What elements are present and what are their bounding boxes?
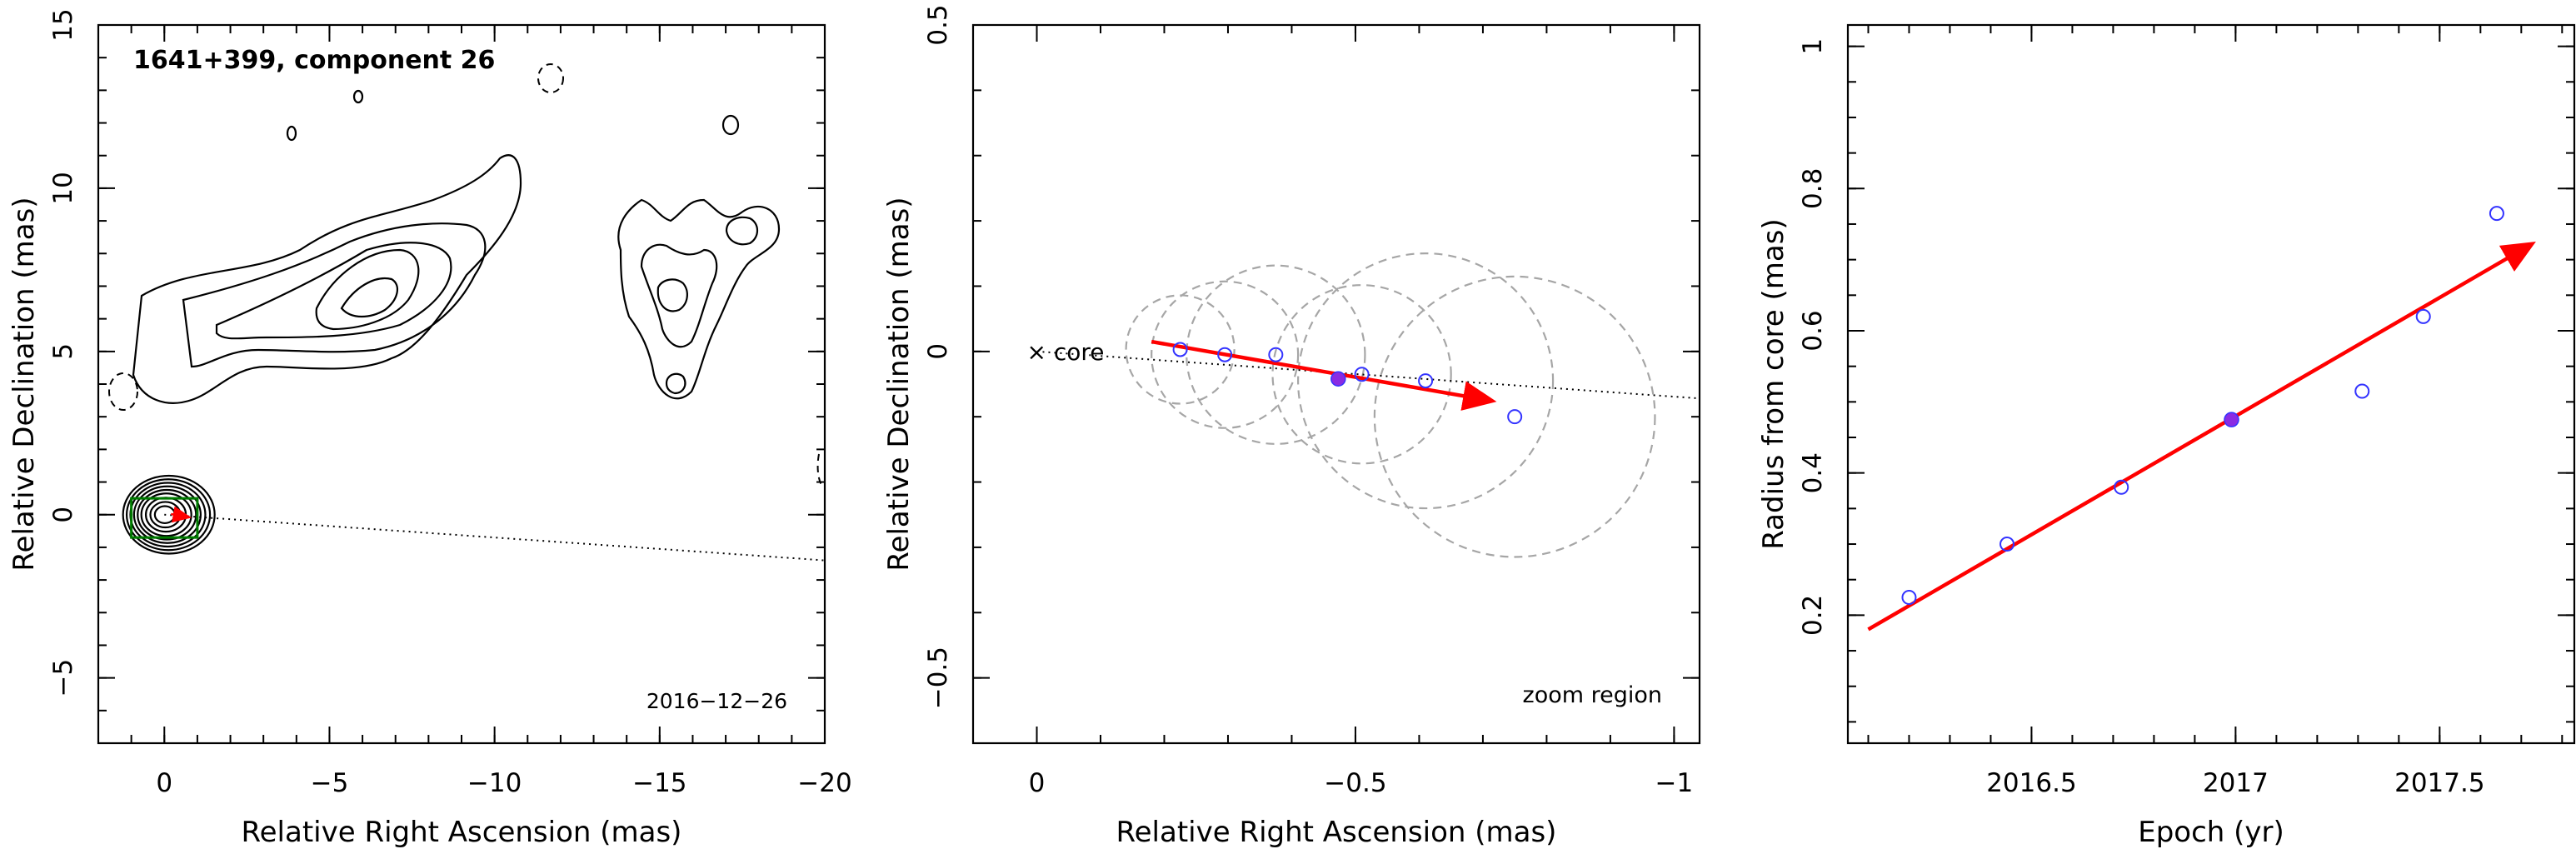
data-point bbox=[2114, 479, 2129, 495]
panel-1-frame bbox=[97, 23, 826, 745]
motion-arrow bbox=[1151, 339, 1497, 411]
x-tick-label: −20 bbox=[797, 768, 851, 798]
panel-2-ticks: 0 −0.5 −1 −0.5 0 0.5 bbox=[923, 4, 1700, 798]
y-tick-label: 0 bbox=[48, 507, 78, 523]
x-tick-label: −15 bbox=[632, 768, 686, 798]
jet-contour bbox=[315, 248, 420, 331]
data-point bbox=[2354, 383, 2370, 399]
component-size-circles bbox=[1125, 252, 1656, 558]
x-tick-label: −1 bbox=[1655, 768, 1694, 798]
x-tick-label: −0.5 bbox=[1324, 768, 1386, 798]
core-contour bbox=[122, 474, 216, 555]
negative-contour bbox=[816, 453, 822, 486]
y-tick-label: 0.2 bbox=[1798, 595, 1828, 636]
panel-vlbi-image: 0 −5 −10 −15 −20 −5 0 5 10 15 1641+399, component… bbox=[7, 8, 852, 849]
jet-contour bbox=[182, 222, 487, 368]
isolated-contour bbox=[352, 89, 364, 104]
x-tick-label: 0 bbox=[156, 768, 172, 798]
jet-contour bbox=[340, 277, 399, 318]
y-tick-label: 0 bbox=[923, 343, 953, 360]
negative-contour bbox=[537, 63, 564, 93]
zoom-region-label: zoom region bbox=[1523, 682, 1662, 708]
panel-2-frame bbox=[971, 23, 1701, 745]
contour-map bbox=[108, 63, 822, 555]
y-tick-label: 0.6 bbox=[1798, 310, 1828, 351]
component-size-circle bbox=[1271, 284, 1452, 465]
x-tick-label: −10 bbox=[467, 768, 522, 798]
y-tick-label: 15 bbox=[48, 8, 78, 41]
y-tick-label: 1 bbox=[1798, 38, 1828, 55]
fit-arrow bbox=[1867, 242, 2536, 632]
current-epoch-point bbox=[1330, 371, 1346, 387]
data-point bbox=[1507, 409, 1523, 425]
data-point bbox=[1217, 347, 1233, 362]
y-tick-label: 5 bbox=[48, 343, 78, 360]
lobe-contour bbox=[665, 372, 686, 395]
core-contour bbox=[137, 488, 197, 541]
negative-contour bbox=[108, 372, 138, 411]
y-tick-label: 10 bbox=[48, 172, 78, 204]
panel-3-xlabel: Epoch (yr) bbox=[2138, 816, 2284, 849]
panel-2-overlay bbox=[1036, 339, 1700, 425]
panel-1-ylabel: Relative Declination (mas) bbox=[7, 197, 41, 571]
component-size-circle bbox=[1125, 294, 1236, 405]
component-size-circle bbox=[1373, 275, 1656, 558]
x-tick-label: 0 bbox=[1029, 768, 1046, 798]
isolated-contour bbox=[286, 125, 297, 142]
data-point bbox=[2415, 308, 2431, 324]
core-contour bbox=[140, 492, 192, 537]
x-tick-label: 2017 bbox=[2203, 768, 2269, 798]
panel-1-title: 1641+399, component 26 bbox=[133, 46, 495, 75]
data-point bbox=[2489, 206, 2504, 222]
data-point bbox=[1999, 537, 2015, 552]
data-point bbox=[1418, 373, 1434, 389]
lobe-contour bbox=[617, 198, 781, 400]
panel-zoom: 0 −0.5 −1 −0.5 0 0.5 × core zoom region Relat… bbox=[882, 4, 1701, 849]
core-label: × core bbox=[1026, 338, 1104, 366]
y-tick-label: 0.4 bbox=[1798, 452, 1828, 493]
current-epoch-point bbox=[2224, 412, 2239, 427]
isolated-contour bbox=[721, 114, 740, 136]
zoom-region-box bbox=[130, 497, 199, 539]
y-tick-label: 0.5 bbox=[923, 4, 953, 45]
x-tick-label: −5 bbox=[311, 768, 349, 798]
lobe-contour bbox=[656, 278, 688, 312]
component-size-circle bbox=[1297, 252, 1555, 510]
panel-2-ylabel: Relative Declination (mas) bbox=[882, 197, 916, 571]
y-tick-label: 0.8 bbox=[1798, 168, 1828, 209]
panel-1-ticks: 0 −5 −10 −15 −20 −5 0 5 10 15 bbox=[48, 8, 852, 798]
jet-direction-line bbox=[164, 513, 826, 562]
jet-contour bbox=[215, 242, 452, 340]
motion-arrow bbox=[170, 506, 192, 523]
y-tick-label: −5 bbox=[48, 659, 78, 697]
data-point bbox=[1901, 590, 1917, 606]
x-tick-label: 2017.5 bbox=[2394, 768, 2484, 798]
y-tick-label: −0.5 bbox=[923, 647, 953, 709]
data-point bbox=[1354, 367, 1370, 382]
jet-contour bbox=[132, 154, 522, 404]
panel-3-ticks: 2016.5 2017 2017.5 0.2 0.4 0.6 0.8 1 bbox=[1798, 25, 2574, 798]
panel-1-overlay bbox=[130, 497, 826, 562]
core-contour bbox=[132, 485, 202, 544]
component-size-circle bbox=[1151, 280, 1300, 429]
lobe-contour bbox=[640, 243, 718, 348]
core-contour bbox=[125, 478, 212, 552]
data-point bbox=[1172, 342, 1188, 357]
panel-radius-vs-epoch: 2016.5 2017 2017.5 0.2 0.4 0.6 0.8 1 Epoch (yr)… bbox=[1757, 23, 2576, 849]
panel-3-frame bbox=[1846, 23, 2576, 745]
panel-2-xlabel: Relative Right Ascension (mas) bbox=[1116, 816, 1557, 849]
component-size-circle bbox=[1186, 264, 1366, 445]
panel-3-ylabel: Radius from core (mas) bbox=[1757, 218, 1790, 549]
data-point bbox=[1268, 347, 1284, 362]
panel-3-overlay bbox=[1867, 206, 2536, 632]
epoch-date-label: 2016−12−26 bbox=[646, 689, 787, 713]
panel-1-xlabel: Relative Right Ascension (mas) bbox=[242, 816, 682, 849]
lobe-contour bbox=[725, 216, 759, 246]
x-tick-label: 2016.5 bbox=[1986, 768, 2076, 798]
